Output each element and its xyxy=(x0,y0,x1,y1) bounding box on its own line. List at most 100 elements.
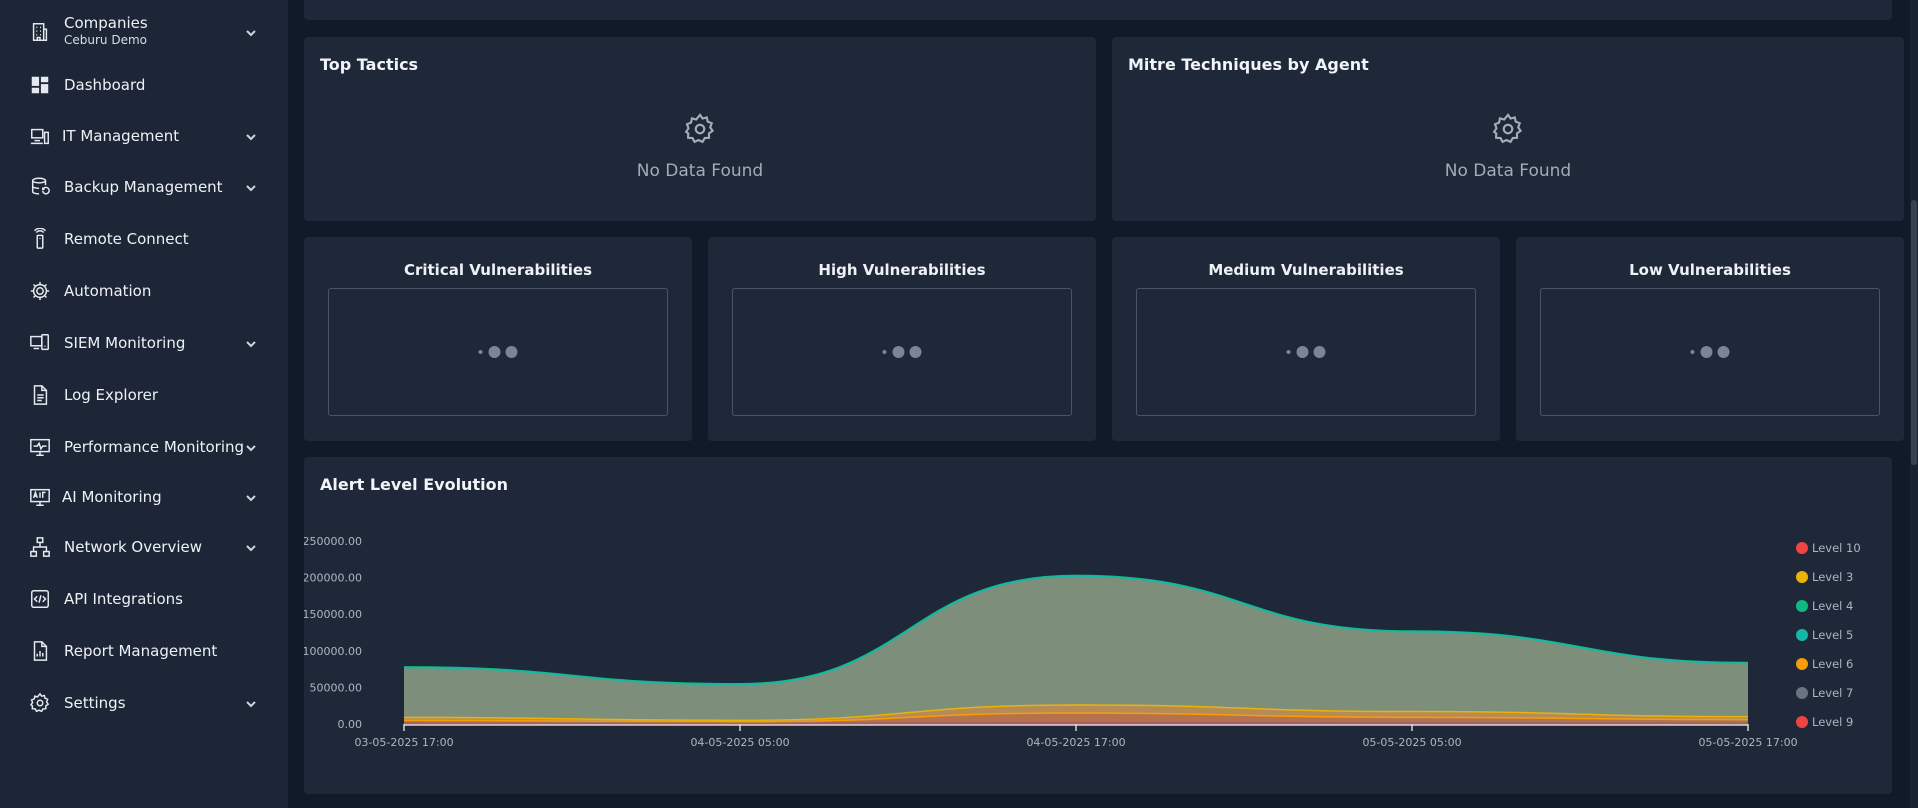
card-title: Critical Vulnerabilities xyxy=(403,261,593,279)
x-tick-label: 05-05-2025 17:00 xyxy=(1698,736,1797,749)
legend-item: Level 10 xyxy=(1812,541,1861,555)
y-tick-label: 0.00 xyxy=(338,718,363,731)
dashboard-icon xyxy=(28,73,52,97)
sidebar-item-log-explorer[interactable]: Log Explorer xyxy=(0,373,288,417)
series-area xyxy=(404,576,1748,724)
legend-item: Level 9 xyxy=(1812,715,1853,729)
sidebar-item-label: IT Management xyxy=(62,127,180,145)
alert-level-chart[interactable]: 250000.00 200000.00 150000.00 100000.00 5000… xyxy=(304,457,1892,794)
sidebar-item-label: Companies xyxy=(64,14,148,32)
loading-dots-icon xyxy=(1690,346,1730,358)
loading-box xyxy=(328,288,668,416)
loading-dots-icon xyxy=(882,346,922,358)
loading-box xyxy=(732,288,1072,416)
sidebar-item-network-overview[interactable]: Network Overview xyxy=(0,525,288,569)
legend-swatch xyxy=(1796,600,1808,612)
chevron-down-icon[interactable] xyxy=(244,440,258,454)
y-tick-label: 250000.00 xyxy=(304,535,362,548)
network-icon xyxy=(28,535,52,559)
legend-swatch xyxy=(1796,716,1808,728)
sidebar-item-automation[interactable]: Automation xyxy=(0,269,288,313)
high-vulnerabilities-card: High Vulnerabilities xyxy=(708,237,1096,441)
x-tick-label: 04-05-2025 05:00 xyxy=(690,736,789,749)
loading-dots-icon xyxy=(478,346,518,358)
sidebar-item-label: Log Explorer xyxy=(64,386,159,404)
sidebar-item-label: Settings xyxy=(64,694,126,712)
series-area xyxy=(404,713,1748,724)
chevron-down-icon[interactable] xyxy=(244,336,258,350)
legend-item: Level 5 xyxy=(1812,628,1853,642)
legend-swatch xyxy=(1796,658,1808,670)
y-tick-label: 200000.00 xyxy=(304,572,362,585)
sidebar-item-sublabel: Ceburu Demo xyxy=(64,33,147,47)
sidebar-item-ai-monitoring[interactable]: AI Monitoring xyxy=(0,475,288,519)
monitor-pulse-icon xyxy=(28,435,52,459)
sidebar-item-label: Dashboard xyxy=(64,76,146,94)
it-management-icon xyxy=(28,124,52,148)
sidebar-item-siem-monitoring[interactable]: SIEM Monitoring xyxy=(0,321,288,365)
sidebar-item-label: Automation xyxy=(64,282,152,300)
panel-title: Mitre Techniques by Agent xyxy=(1128,55,1369,74)
main-content: Top Tactics No Data Found Mitre Techniqu… xyxy=(288,0,1918,808)
sidebar-item-label: API Integrations xyxy=(64,590,183,608)
chevron-down-icon[interactable] xyxy=(244,25,258,39)
sidebar-item-label: Network Overview xyxy=(64,538,203,556)
chevron-down-icon[interactable] xyxy=(244,180,258,194)
api-icon xyxy=(28,587,52,611)
scrollbar-thumb[interactable] xyxy=(1911,200,1917,465)
chevron-down-icon[interactable] xyxy=(244,490,258,504)
sidebar-item-backup-management[interactable]: Backup Management xyxy=(0,165,288,209)
sidebar-item-label: AI Monitoring xyxy=(62,488,162,506)
legend-swatch xyxy=(1796,629,1808,641)
low-vulnerabilities-card: Low Vulnerabilities xyxy=(1516,237,1904,441)
empty-state-text: No Data Found xyxy=(636,161,764,181)
ai-monitor-icon xyxy=(28,485,52,509)
panel-title: Top Tactics xyxy=(320,55,419,74)
sidebar-item-dashboard[interactable]: Dashboard xyxy=(0,63,288,107)
chevron-down-icon[interactable] xyxy=(244,129,258,143)
legend-swatch xyxy=(1796,571,1808,583)
series-line xyxy=(403,704,1749,722)
legend-item: Level 3 xyxy=(1812,570,1853,584)
sidebar: Companies Ceburu Demo Dashboard IT Manag… xyxy=(0,0,288,808)
y-tick-label: 100000.00 xyxy=(304,645,362,658)
gear-icon xyxy=(683,112,717,146)
report-icon xyxy=(28,639,52,663)
sidebar-item-it-management[interactable]: IT Management xyxy=(0,114,288,158)
sidebar-item-companies[interactable]: Companies Ceburu Demo xyxy=(0,8,288,56)
building-icon xyxy=(28,20,52,44)
automation-gear-icon xyxy=(28,279,52,303)
sidebar-item-label: Remote Connect xyxy=(64,230,189,248)
card-title: Low Vulnerabilities xyxy=(1629,261,1791,279)
siem-devices-icon xyxy=(28,331,52,355)
alert-level-evolution-panel: Alert Level Evolution 250000.00 200000.00… xyxy=(304,457,1892,794)
sidebar-item-label: SIEM Monitoring xyxy=(64,334,186,352)
sidebar-item-label: Report Management xyxy=(64,642,218,660)
sidebar-item-settings[interactable]: Settings xyxy=(0,681,288,725)
sidebar-item-performance-monitoring[interactable]: Performance Monitoring xyxy=(0,425,288,469)
sidebar-item-remote-connect[interactable]: Remote Connect xyxy=(0,217,288,261)
loading-dots-icon xyxy=(1286,346,1326,358)
top-tactics-panel: Top Tactics No Data Found xyxy=(304,37,1096,221)
x-tick-label: 03-05-2025 17:00 xyxy=(354,736,453,749)
legend-item: Level 4 xyxy=(1812,599,1853,613)
sidebar-item-api-integrations[interactable]: API Integrations xyxy=(0,577,288,621)
gear-icon xyxy=(1491,112,1525,146)
card-title: High Vulnerabilities xyxy=(818,261,986,279)
database-backup-icon xyxy=(28,175,52,199)
chevron-down-icon[interactable] xyxy=(244,696,258,710)
legend-swatch xyxy=(1796,542,1808,554)
y-tick-label: 150000.00 xyxy=(304,608,362,621)
chevron-down-icon[interactable] xyxy=(244,540,258,554)
y-tick-label: 50000.00 xyxy=(310,681,363,694)
sidebar-item-report-management[interactable]: Report Management xyxy=(0,629,288,673)
empty-state-text: No Data Found xyxy=(1444,161,1572,181)
legend-item: Level 7 xyxy=(1812,686,1853,700)
card-title: Medium Vulnerabilities xyxy=(1208,261,1404,279)
legend-swatch xyxy=(1796,687,1808,699)
x-tick-label: 04-05-2025 17:00 xyxy=(1026,736,1125,749)
series-line xyxy=(403,712,1749,723)
legend-item: Level 6 xyxy=(1812,657,1853,671)
panel-title: Alert Level Evolution xyxy=(320,475,508,494)
